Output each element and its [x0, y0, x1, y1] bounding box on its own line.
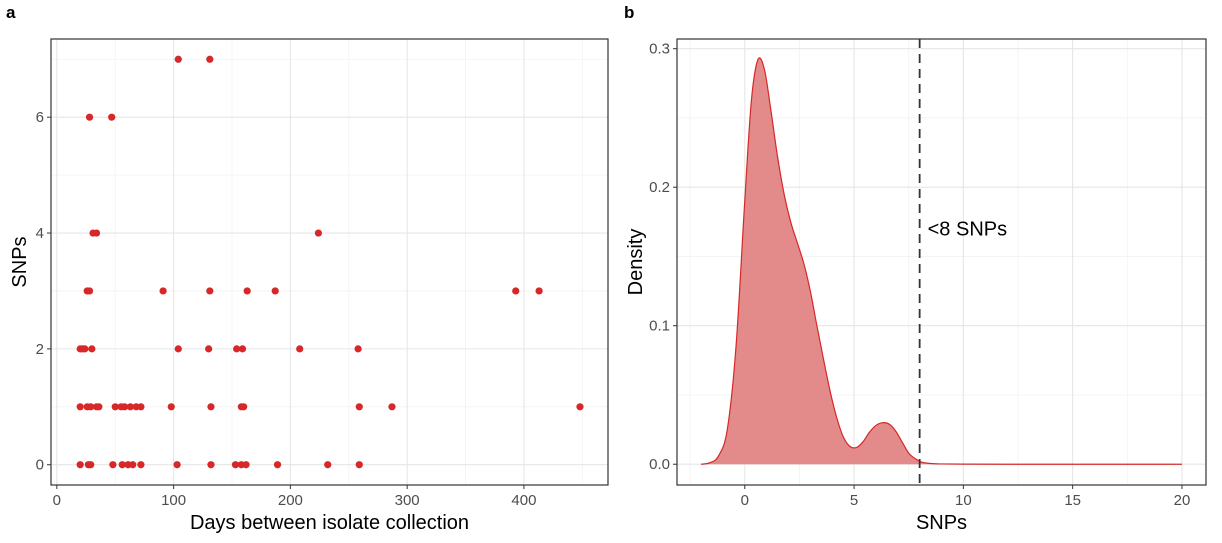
y-axis-title-a: SNPs [9, 236, 31, 287]
x-tick-label-a: 100 [161, 492, 186, 509]
data-point [159, 287, 167, 295]
plot-frame-b [676, 38, 1207, 486]
data-point [512, 287, 520, 295]
data-point [76, 461, 84, 469]
data-point [388, 403, 396, 411]
data-point [355, 403, 363, 411]
panel-label-b: b [624, 3, 634, 22]
data-point [535, 287, 543, 295]
data-point [324, 461, 332, 469]
x-tick-label-b: 10 [955, 492, 972, 509]
data-point [87, 403, 95, 411]
y-tick-label-a: 2 [36, 341, 44, 358]
data-point [129, 461, 137, 469]
y-tick-label-a: 0 [36, 457, 44, 474]
x-tick-label-a: 400 [511, 492, 536, 509]
data-point [118, 461, 126, 469]
data-point [111, 403, 119, 411]
data-point [355, 461, 363, 469]
x-tick-label-a: 0 [53, 492, 61, 509]
density-line [700, 57, 1182, 465]
scatter-panel: a 0 100 200 300 400 0 2 4 6 Days between isolate… [6, 3, 609, 534]
data-point [354, 345, 362, 353]
data-point [120, 403, 129, 411]
density-area [701, 57, 1182, 465]
data-point [173, 461, 181, 469]
y-tick-label-b: 0.2 [649, 179, 670, 196]
data-point [87, 461, 95, 469]
y-tick-label-b: 0.1 [649, 318, 670, 335]
x-axis-title-b: SNPs [916, 512, 967, 534]
x-tick-label-b: 15 [1064, 492, 1081, 509]
data-point [233, 345, 241, 353]
data-point [92, 229, 101, 237]
data-point [174, 55, 182, 63]
data-point [271, 287, 279, 295]
data-point [314, 229, 323, 237]
data-point [273, 461, 282, 469]
scatter-points [76, 55, 584, 469]
data-point [126, 403, 135, 411]
x-axis-title-a: Days between isolate collection [190, 512, 469, 534]
data-point [108, 113, 116, 121]
data-point [206, 55, 214, 63]
data-point [76, 403, 84, 411]
y-tick-label-a: 4 [36, 225, 44, 242]
data-point [174, 345, 182, 353]
data-point [137, 403, 145, 411]
data-point [238, 345, 247, 353]
data-point [85, 113, 94, 121]
data-point [231, 461, 240, 469]
data-point [240, 403, 248, 411]
data-point [207, 403, 215, 411]
data-point [207, 461, 215, 469]
data-point [109, 461, 117, 469]
plot-frame-a [50, 38, 609, 486]
data-point [243, 287, 251, 295]
ticks-a: 0 100 200 300 400 0 2 4 6 [36, 109, 537, 509]
x-tick-label-b: 5 [850, 492, 858, 509]
x-tick-label-a: 200 [278, 492, 303, 509]
plot-area-a [51, 39, 608, 485]
y-tick-label-b: 0.0 [649, 456, 670, 473]
x-tick-label-a: 300 [395, 492, 420, 509]
data-point [88, 345, 96, 353]
data-point [205, 345, 213, 353]
density-panel: b <8 SNPs 0 5 10 15 20 0.0 0.1 0.2 0.3 SNPs Dens… [624, 3, 1207, 534]
data-point [167, 403, 175, 411]
data-point [137, 461, 145, 469]
data-point [296, 345, 304, 353]
data-point [576, 403, 584, 411]
y-tick-label-b: 0.3 [649, 41, 670, 58]
panel-label-a: a [6, 3, 16, 22]
data-point [81, 345, 89, 353]
y-tick-label-a: 6 [36, 109, 44, 126]
threshold-label: <8 SNPs [928, 219, 1007, 241]
data-point [242, 461, 250, 469]
data-point [95, 403, 103, 411]
x-tick-label-b: 20 [1174, 492, 1191, 509]
y-axis-title-b: Density [625, 229, 647, 296]
data-point [206, 287, 214, 295]
x-tick-label-b: 0 [741, 492, 749, 509]
data-point [85, 287, 94, 295]
ticks-b: 0 5 10 15 20 0.0 0.1 0.2 0.3 [649, 41, 1190, 509]
